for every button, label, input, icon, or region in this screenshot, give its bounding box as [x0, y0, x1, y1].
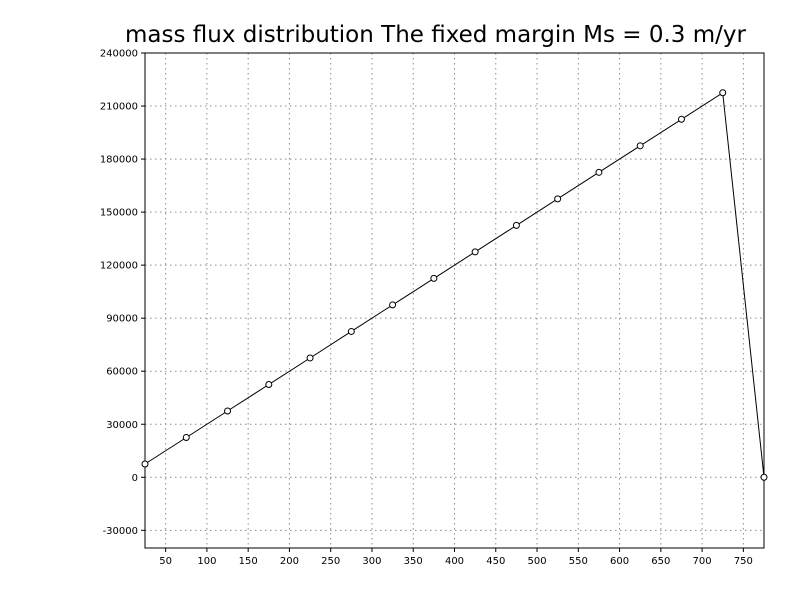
x-tick-label: 100 — [197, 556, 216, 567]
x-tick-label: 200 — [280, 556, 299, 567]
series-markers — [141, 89, 768, 481]
x-tick-label: 50 — [159, 556, 172, 567]
data-point — [141, 460, 149, 468]
data-point — [636, 142, 644, 150]
data-point — [677, 115, 685, 123]
data-point — [430, 274, 438, 282]
x-tick-label: 250 — [321, 556, 340, 567]
y-tick-label: 0 — [132, 473, 138, 484]
data-point — [347, 327, 355, 335]
y-tick-label: 240000 — [100, 49, 138, 60]
data-point — [265, 380, 273, 388]
y-tick-label: 210000 — [100, 102, 138, 113]
x-tick-label: 400 — [445, 556, 464, 567]
data-point — [719, 89, 727, 97]
x-axis: 50 100 150 200 250 300 350 400 450 500 550 600 650 70… — [159, 548, 753, 567]
y-tick-label: 90000 — [106, 314, 138, 325]
data-point — [306, 354, 314, 362]
y-tick-label: 60000 — [106, 367, 138, 378]
data-point — [389, 301, 397, 309]
x-tick-label: 750 — [734, 556, 753, 567]
data-point — [471, 248, 479, 256]
x-tick-label: 150 — [239, 556, 258, 567]
data-point — [182, 434, 190, 442]
x-tick-label: 500 — [527, 556, 546, 567]
x-tick-label: 600 — [610, 556, 629, 567]
y-axis: -30000 0 30000 60000 90000 120000 150000 180000… — [100, 49, 145, 537]
x-tick-label: 650 — [651, 556, 670, 567]
y-tick-label: 30000 — [106, 420, 138, 431]
x-tick-label: 450 — [486, 556, 505, 567]
y-tick-label: 120000 — [100, 261, 138, 272]
x-tick-label: 350 — [404, 556, 423, 567]
y-tick-label: -30000 — [103, 526, 138, 537]
data-point — [595, 168, 603, 176]
x-tick-label: 550 — [569, 556, 588, 567]
x-tick-label: 700 — [693, 556, 712, 567]
data-point — [760, 473, 768, 481]
y-tick-label: 180000 — [100, 155, 138, 166]
grid — [145, 53, 764, 548]
x-tick-label: 300 — [362, 556, 381, 567]
data-point — [554, 195, 562, 203]
y-tick-label: 150000 — [100, 208, 138, 219]
data-point — [512, 221, 520, 229]
series-line — [144, 91, 765, 478]
data-point — [224, 407, 232, 415]
chart-title: mass flux distribution The fixed margin … — [125, 22, 746, 48]
